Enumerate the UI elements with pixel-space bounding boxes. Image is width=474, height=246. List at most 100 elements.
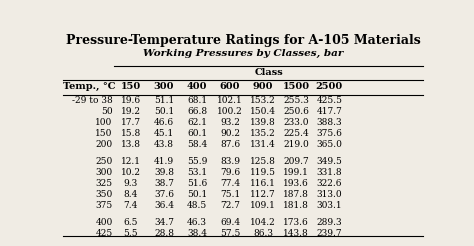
Text: 199.1: 199.1 [283,168,309,177]
Text: -29 to 38: -29 to 38 [72,96,112,105]
Text: 93.2: 93.2 [220,118,240,127]
Text: 150: 150 [121,82,141,91]
Text: 28.8: 28.8 [154,229,174,238]
Text: Working Pressures by Classes, bar: Working Pressures by Classes, bar [143,49,343,58]
Text: 50.1: 50.1 [187,190,207,199]
Text: 322.6: 322.6 [317,179,342,188]
Text: 86.3: 86.3 [253,229,273,238]
Text: 83.9: 83.9 [220,157,240,166]
Text: 375.6: 375.6 [316,129,342,138]
Text: 34.7: 34.7 [154,218,174,227]
Text: 12.1: 12.1 [121,157,141,166]
Text: 57.5: 57.5 [220,229,240,238]
Text: 250.6: 250.6 [283,107,309,116]
Text: 66.8: 66.8 [187,107,207,116]
Text: 135.2: 135.2 [250,129,276,138]
Text: 7.4: 7.4 [124,201,138,210]
Text: 173.6: 173.6 [283,218,309,227]
Text: 46.6: 46.6 [154,118,174,127]
Text: 8.4: 8.4 [124,190,138,199]
Text: 87.6: 87.6 [220,140,240,149]
Text: 116.1: 116.1 [250,179,276,188]
Text: 400: 400 [187,82,207,91]
Text: 143.8: 143.8 [283,229,309,238]
Text: 62.1: 62.1 [187,118,207,127]
Text: 19.2: 19.2 [121,107,141,116]
Text: 38.7: 38.7 [154,179,174,188]
Text: 104.2: 104.2 [250,218,276,227]
Text: 233.0: 233.0 [283,118,309,127]
Text: 300: 300 [154,82,174,91]
Text: 5.5: 5.5 [124,229,138,238]
Text: 79.6: 79.6 [220,168,240,177]
Text: 13.8: 13.8 [121,140,141,149]
Text: 181.8: 181.8 [283,201,309,210]
Text: 46.3: 46.3 [187,218,207,227]
Text: 350: 350 [95,190,112,199]
Text: 55.9: 55.9 [187,157,207,166]
Text: 60.1: 60.1 [187,129,207,138]
Text: 209.7: 209.7 [283,157,309,166]
Text: 50.1: 50.1 [154,107,174,116]
Text: 48.5: 48.5 [187,201,207,210]
Text: 41.9: 41.9 [154,157,174,166]
Text: 9.3: 9.3 [124,179,138,188]
Text: 17.7: 17.7 [121,118,141,127]
Text: 193.6: 193.6 [283,179,309,188]
Text: 112.7: 112.7 [250,190,276,199]
Text: 39.8: 39.8 [154,168,174,177]
Text: 187.8: 187.8 [283,190,309,199]
Text: 100.2: 100.2 [217,107,243,116]
Text: 239.7: 239.7 [317,229,342,238]
Text: 77.4: 77.4 [220,179,240,188]
Text: 6.5: 6.5 [124,218,138,227]
Text: 36.4: 36.4 [154,201,174,210]
Text: 331.8: 331.8 [317,168,342,177]
Text: 150: 150 [95,129,112,138]
Text: 2500: 2500 [316,82,343,91]
Text: 51.1: 51.1 [154,96,174,105]
Text: Class: Class [254,68,283,77]
Text: 75.1: 75.1 [220,190,240,199]
Text: 900: 900 [253,82,273,91]
Text: 225.4: 225.4 [283,129,309,138]
Text: 72.7: 72.7 [220,201,240,210]
Text: 200: 200 [95,140,112,149]
Text: 43.8: 43.8 [154,140,174,149]
Text: 131.4: 131.4 [250,140,276,149]
Text: 325: 325 [95,179,112,188]
Text: 15.8: 15.8 [121,129,141,138]
Text: 68.1: 68.1 [187,96,207,105]
Text: 313.0: 313.0 [317,190,342,199]
Text: 119.5: 119.5 [250,168,276,177]
Text: 250: 250 [95,157,112,166]
Text: 53.1: 53.1 [187,168,207,177]
Text: 37.6: 37.6 [154,190,174,199]
Text: 102.1: 102.1 [217,96,243,105]
Text: 51.6: 51.6 [187,179,207,188]
Text: 125.8: 125.8 [250,157,276,166]
Text: 417.7: 417.7 [316,107,342,116]
Text: Pressure-Temperature Ratings for A-105 Materials: Pressure-Temperature Ratings for A-105 M… [65,34,420,47]
Text: 300: 300 [95,168,112,177]
Text: 69.4: 69.4 [220,218,240,227]
Text: 425: 425 [95,229,112,238]
Text: 38.4: 38.4 [187,229,207,238]
Text: Temp., °C: Temp., °C [63,82,116,91]
Text: 400: 400 [95,218,112,227]
Text: 1500: 1500 [283,82,310,91]
Text: 289.3: 289.3 [317,218,342,227]
Text: 45.1: 45.1 [154,129,174,138]
Text: 425.5: 425.5 [316,96,342,105]
Text: 90.2: 90.2 [220,129,240,138]
Text: 139.8: 139.8 [250,118,276,127]
Text: 153.2: 153.2 [250,96,276,105]
Text: 219.0: 219.0 [283,140,309,149]
Text: 365.0: 365.0 [316,140,342,149]
Text: 255.3: 255.3 [283,96,309,105]
Text: 375: 375 [95,201,112,210]
Text: 109.1: 109.1 [250,201,276,210]
Text: 349.5: 349.5 [316,157,342,166]
Text: 19.6: 19.6 [121,96,141,105]
Text: 10.2: 10.2 [121,168,141,177]
